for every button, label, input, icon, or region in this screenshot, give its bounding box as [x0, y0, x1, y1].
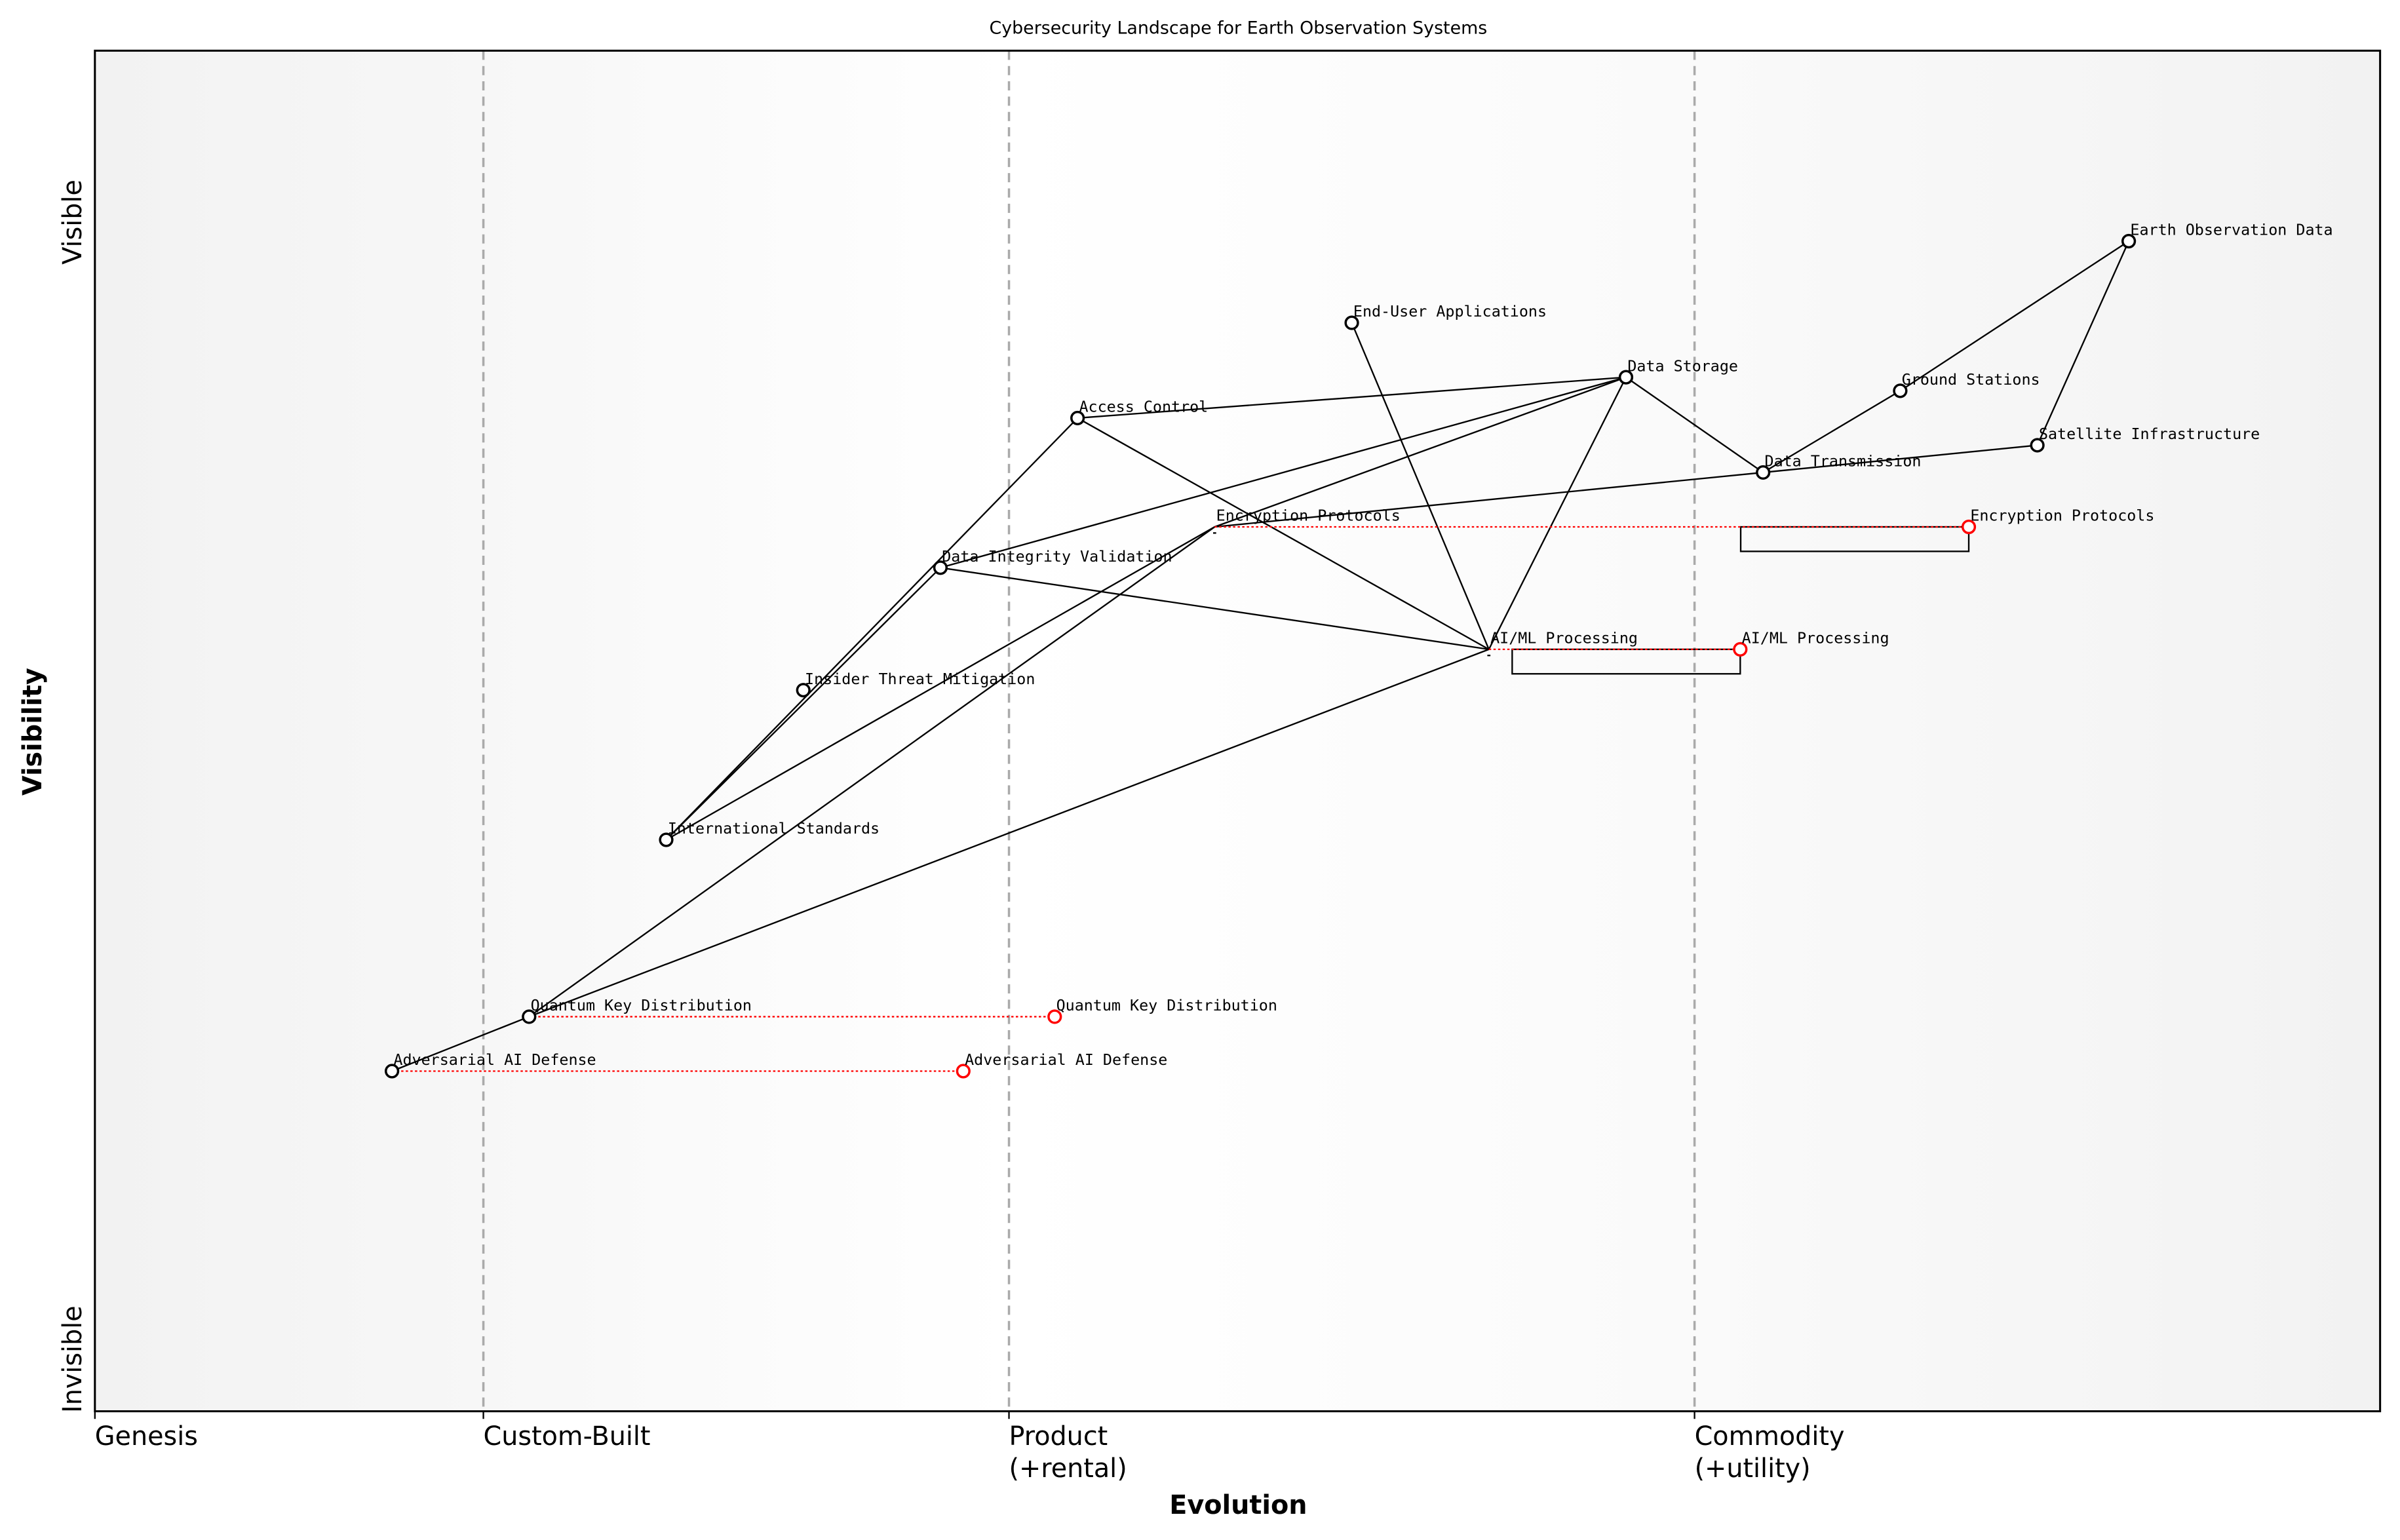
plot-background	[94, 50, 2380, 1412]
link-line	[1214, 376, 1627, 528]
link-line	[665, 417, 1078, 841]
component-label: Satellite Infrastructure	[2039, 425, 2260, 443]
component-marker[interactable]	[659, 832, 674, 847]
component-label: International Standards	[668, 819, 880, 837]
link-line	[940, 567, 1489, 651]
component-marker[interactable]	[1893, 383, 1908, 398]
evolved-component-marker	[1733, 642, 1748, 657]
component-marker[interactable]	[522, 1009, 537, 1024]
component-marker[interactable]	[384, 1064, 400, 1079]
link-line	[1351, 322, 1490, 650]
link-line	[1762, 390, 1901, 473]
components: Earth Observation Data End-User Applicati…	[384, 221, 2333, 1079]
stage-label: Product	[1009, 1421, 1108, 1452]
x-tick-labels: Genesis Custom-Built Product(+rental) Commo…	[94, 1411, 1845, 1484]
link-line	[1214, 471, 1764, 528]
inertia-box	[1511, 648, 1741, 675]
evolved-component-marker	[1961, 519, 1977, 535]
link-line	[1077, 376, 1627, 419]
evolved-component-label: Adversarial AI Defense	[965, 1050, 1167, 1069]
component-label: Data Integrity Validation	[942, 547, 1172, 566]
y-bottom-label: Invisible	[58, 1305, 88, 1413]
link-line	[665, 567, 941, 841]
component-marker[interactable]	[933, 560, 948, 575]
link-line	[528, 648, 1490, 1018]
component-label: Ground Stations	[1902, 370, 2040, 389]
link-line	[940, 376, 1627, 569]
component-label: AI/ML Processing	[1490, 629, 1638, 647]
link-line	[1488, 377, 1627, 650]
link-line	[2036, 241, 2130, 446]
y-axis-label: Visibility	[18, 668, 48, 796]
plot-frame	[94, 49, 2382, 1413]
map-title: Cybersecurity Landscape for Earth Observ…	[990, 18, 1488, 39]
component-marker[interactable]	[1618, 370, 1634, 385]
stage-sublabel: (+utility)	[1695, 1453, 1811, 1484]
component-label: Access Control	[1079, 398, 1208, 416]
x-axis-label: Evolution	[1169, 1490, 1307, 1520]
component-label: Adversarial AI Defense	[393, 1050, 596, 1069]
link-line	[391, 1016, 530, 1072]
stage-label: Custom-Built	[484, 1421, 651, 1452]
component-label: Earth Observation Data	[2130, 221, 2332, 239]
evolved-component-marker	[956, 1064, 971, 1079]
component-marker[interactable]	[2030, 438, 2045, 453]
evolved-component-label: Encryption Protocols	[1970, 507, 2154, 525]
component-marker[interactable]	[1756, 465, 1771, 480]
component-marker[interactable]	[2121, 233, 2137, 249]
evolution-arrows: Encryption Protocols AI/ML Processing Quan…	[392, 507, 2154, 1079]
component-label: Data Transmission	[1765, 452, 1922, 471]
link-line	[1625, 376, 1764, 473]
links	[391, 241, 2130, 1072]
component-marker[interactable]	[1070, 410, 1085, 426]
evolved-component-label: AI/ML Processing	[1742, 629, 1889, 647]
component-label: Insider Threat Mitigation	[805, 670, 1035, 688]
component-label: Quantum Key Distribution	[531, 996, 752, 1014]
stage-sublabel: (+rental)	[1009, 1453, 1127, 1484]
stage-label: Commodity	[1695, 1421, 1845, 1452]
evolved-component-marker	[1047, 1009, 1062, 1024]
link-line	[528, 526, 1216, 1018]
link-line	[1763, 444, 2038, 474]
y-top-label: Visible	[58, 180, 88, 265]
evolved-component-label: Quantum Key Distribution	[1056, 996, 1277, 1014]
component-marker[interactable]	[1344, 315, 1359, 330]
stage-label: Genesis	[95, 1421, 198, 1452]
link-line	[1077, 417, 1490, 650]
stage-lines	[482, 50, 1696, 1412]
component-label: Encryption Protocols	[1216, 507, 1401, 525]
component-label: Data Storage	[1627, 356, 1738, 375]
component-marker[interactable]	[796, 683, 811, 698]
link-line	[1899, 241, 2129, 392]
component-label: End-User Applications	[1353, 302, 1547, 320]
link-line	[665, 526, 1215, 841]
